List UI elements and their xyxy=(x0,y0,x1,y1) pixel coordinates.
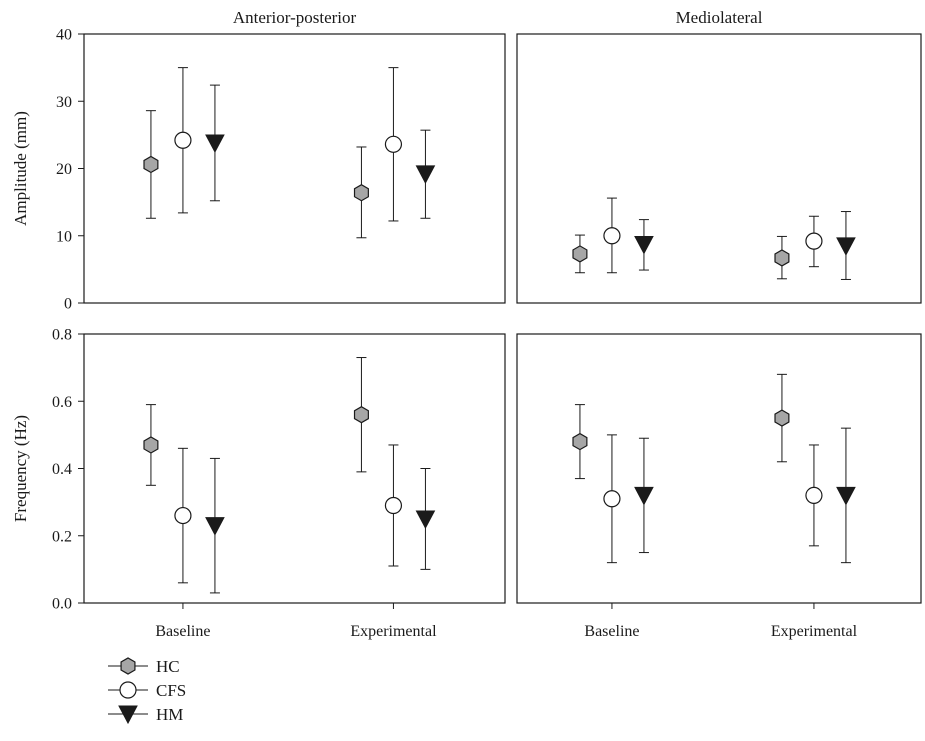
marker-cfs xyxy=(805,232,823,250)
y-tick-label: 40 xyxy=(56,27,72,44)
x-tick-label-baseline: Baseline xyxy=(584,623,639,640)
column-title-mediolateral: Mediolateral xyxy=(676,8,763,27)
panel-amplitude-mm-mediolateral xyxy=(516,33,922,304)
x-tick-label-experimental: Experimental xyxy=(771,623,858,640)
marker-cfs xyxy=(805,486,823,504)
point-hc-experimental xyxy=(353,146,369,239)
marker-hc xyxy=(143,436,159,454)
marker-hm xyxy=(836,237,856,256)
marker-hm xyxy=(634,235,654,255)
x-tick-label-baseline: Baseline xyxy=(155,623,210,640)
marker-hm xyxy=(415,510,436,530)
marker-hm xyxy=(836,486,856,506)
y-tick-label: 0.8 xyxy=(52,327,72,344)
point-hc-baseline xyxy=(143,110,159,219)
point-hc-experimental xyxy=(353,357,369,473)
y-tick-label: 0.6 xyxy=(52,394,72,411)
marker-hc xyxy=(774,249,790,267)
point-cfs-experimental xyxy=(805,444,823,547)
marker-hm xyxy=(205,517,225,536)
panel-frame xyxy=(516,333,922,604)
point-hc-baseline xyxy=(143,404,159,486)
y-axis-label-amplitude-mm: Amplitude (mm) xyxy=(11,111,30,226)
point-cfs-experimental xyxy=(384,67,403,222)
y-tick-label: 0 xyxy=(64,296,72,313)
point-hm-experimental xyxy=(415,129,436,219)
y-tick-label: 10 xyxy=(56,228,72,245)
panel-frame xyxy=(516,33,922,304)
legend-entry-hc: HC xyxy=(108,657,180,676)
marker-hm xyxy=(205,134,225,154)
column-title-anterior-posterior: Anterior-posterior xyxy=(233,8,357,27)
marker-hm xyxy=(415,165,436,184)
marker-cfs xyxy=(384,135,403,153)
y-tick-label: 30 xyxy=(56,94,72,111)
legend-marker-cfs xyxy=(119,681,137,699)
y-tick-label: 0.2 xyxy=(52,528,72,545)
point-cfs-experimental xyxy=(805,215,823,268)
point-hm-baseline xyxy=(205,84,225,202)
marker-cfs xyxy=(174,131,192,149)
point-cfs-baseline xyxy=(603,197,621,274)
legend-entry-cfs: CFS xyxy=(108,681,186,700)
y-axis-label-frequency-hz: Frequency (Hz) xyxy=(11,415,30,522)
y-tick-label: 0.4 xyxy=(52,461,72,478)
point-hc-experimental xyxy=(774,373,790,463)
marker-cfs xyxy=(603,227,621,245)
panel-frequency-hz-mediolateral: Baseline Experimental xyxy=(516,333,922,640)
panel-frame xyxy=(83,333,506,604)
point-hc-baseline xyxy=(572,234,588,274)
point-hm-baseline xyxy=(205,457,225,594)
x-tick-label-experimental: Experimental xyxy=(350,623,437,640)
point-cfs-experimental xyxy=(384,444,403,567)
marker-hc xyxy=(353,406,369,424)
point-hc-baseline xyxy=(572,404,588,480)
marker-hc xyxy=(572,245,588,263)
point-hm-experimental xyxy=(415,468,436,570)
legend-label-hm: HM xyxy=(156,705,183,724)
y-tick-label: 0.0 xyxy=(52,596,72,613)
panel-frequency-hz-anterior-posterior: 0.0 0.2 0.4 0.6 0.8 Baseline Experimental xyxy=(52,327,506,640)
y-tick-label: 20 xyxy=(56,161,72,178)
marker-hc xyxy=(353,184,369,202)
marker-cfs xyxy=(174,506,192,525)
legend-marker-hm xyxy=(118,705,138,725)
legend-marker-hc xyxy=(120,657,136,675)
marker-hc xyxy=(774,409,790,427)
point-hm-baseline xyxy=(634,437,654,554)
marker-hm xyxy=(634,486,654,506)
point-cfs-baseline xyxy=(174,447,192,584)
legend-entry-hm: HM xyxy=(108,705,183,725)
marker-cfs xyxy=(384,496,403,515)
legend-label-hc: HC xyxy=(156,657,180,676)
point-hm-experimental xyxy=(836,427,856,564)
point-hm-baseline xyxy=(634,219,654,271)
panels-layer: Anterior-posterior Mediolateral Amplitude … xyxy=(11,8,922,640)
panel-amplitude-mm-anterior-posterior: 0 10 20 30 40 xyxy=(56,27,506,313)
marker-hc xyxy=(143,155,159,174)
chart-legend: HC CFS HM xyxy=(108,657,186,725)
point-cfs-baseline xyxy=(603,434,621,564)
point-hc-experimental xyxy=(774,235,790,280)
point-cfs-baseline xyxy=(174,67,192,214)
point-hm-experimental xyxy=(836,211,856,280)
legend-label-cfs: CFS xyxy=(156,681,186,700)
marker-cfs xyxy=(603,490,621,508)
marker-hc xyxy=(572,432,588,451)
